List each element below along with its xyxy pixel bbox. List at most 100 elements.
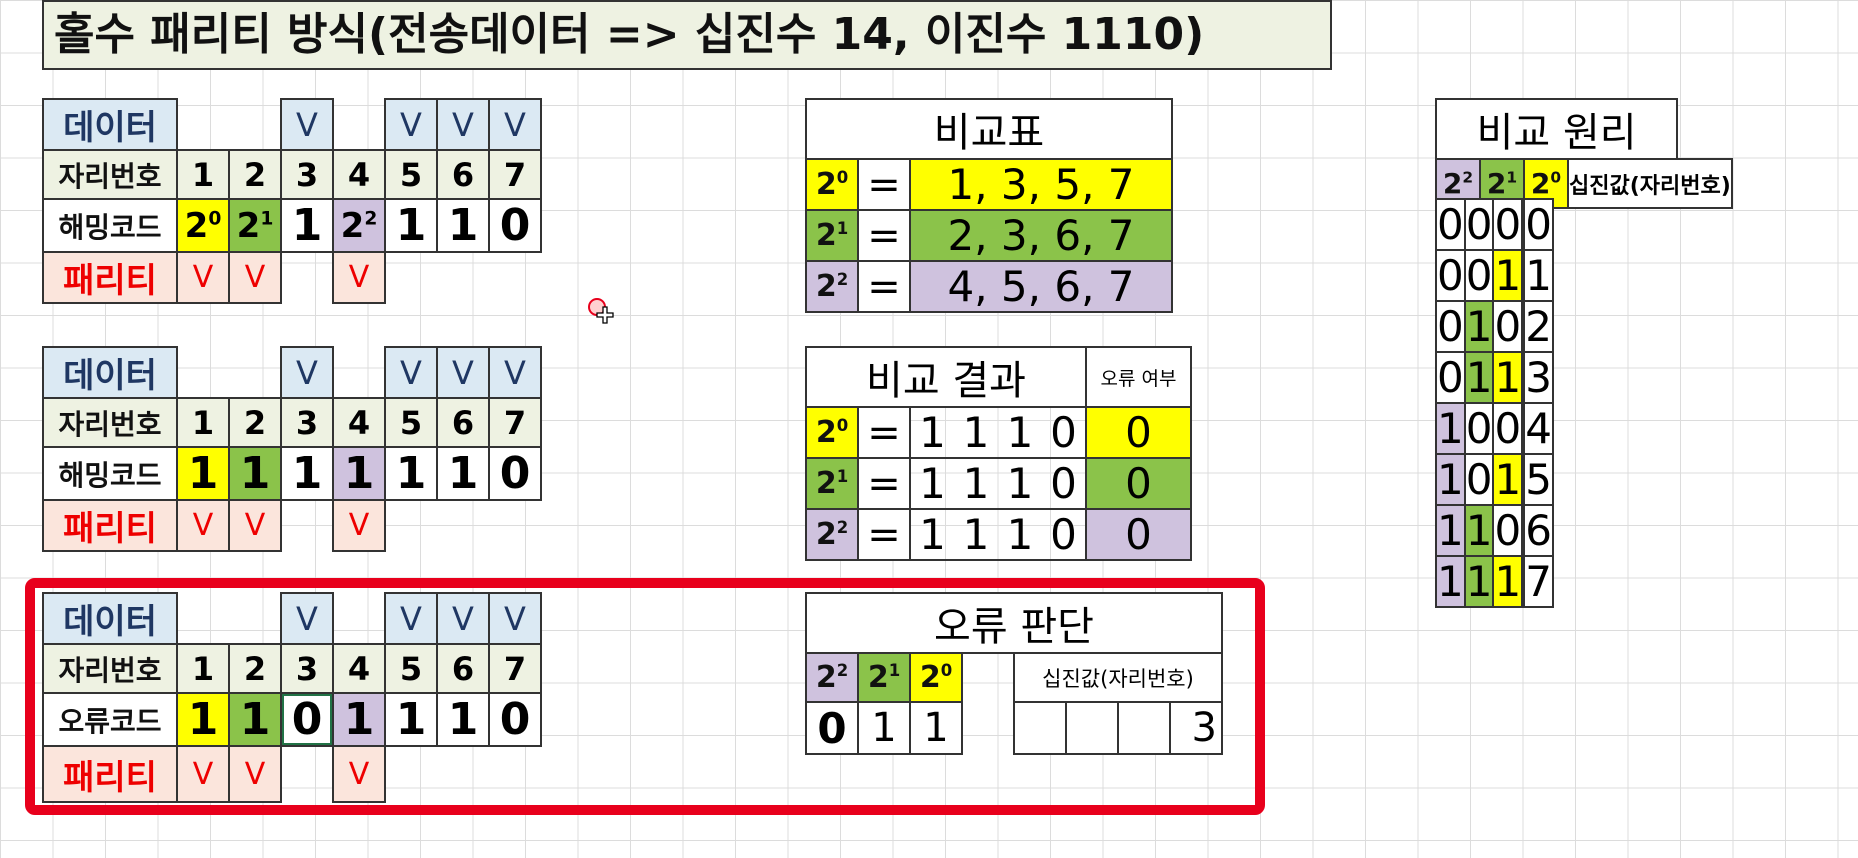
code-cell[interactable]: 1 xyxy=(228,446,282,501)
code-cell[interactable]: 1 xyxy=(176,446,230,501)
code-cell[interactable]: 1 xyxy=(436,446,490,501)
decimal-cell[interactable]: 6 xyxy=(1523,504,1554,557)
position-cell[interactable]: 4 xyxy=(332,643,386,694)
sheet-title[interactable]: 홀수 패리티 방식(전송데이터 => 십진수 14, 이진수 1110) xyxy=(42,0,1332,70)
power-cell[interactable]: 20 xyxy=(805,158,859,211)
error-status-header[interactable]: 오류 여부 xyxy=(1085,346,1192,408)
bit-cell[interactable]: 1 xyxy=(1463,351,1495,404)
error-status-cell[interactable]: 0 xyxy=(1085,508,1192,561)
position-cell[interactable]: 6 xyxy=(436,397,490,448)
data-mark[interactable]: V xyxy=(280,592,334,645)
code-cell[interactable]: 1 xyxy=(436,198,490,253)
position-cell[interactable]: 2 xyxy=(228,397,282,448)
data-mark[interactable]: V xyxy=(436,346,490,399)
bit-cell[interactable]: 1 xyxy=(909,701,963,755)
position-cell[interactable]: 1 xyxy=(176,149,230,200)
position-cell[interactable]: 5 xyxy=(384,643,438,694)
code-cell[interactable]: 1 xyxy=(384,446,438,501)
decimal-cell[interactable]: 1 xyxy=(1523,249,1554,302)
parity-label[interactable]: 패리티 xyxy=(42,745,178,803)
result-bit[interactable]: 1 xyxy=(954,457,998,510)
bit-cell[interactable]: 0 xyxy=(1492,504,1524,557)
error-status-cell[interactable]: 0 xyxy=(1085,406,1192,459)
position-cell[interactable]: 7 xyxy=(488,397,542,448)
bit-cell[interactable]: 1 xyxy=(1435,453,1466,506)
result-bit[interactable]: 0 xyxy=(1042,457,1087,510)
code-cell[interactable]: 1 xyxy=(228,692,282,747)
code-cell[interactable]: 0 xyxy=(488,692,542,747)
decimal-position-header[interactable]: 십진값(자리번호) xyxy=(1567,158,1733,209)
code-cell[interactable]: 1 xyxy=(332,446,386,501)
result-bit[interactable]: 1 xyxy=(909,457,954,510)
result-bit[interactable]: 1 xyxy=(909,406,954,459)
result-bit[interactable]: 1 xyxy=(954,406,998,459)
power-cell[interactable]: 21 xyxy=(805,209,859,262)
bit-cell[interactable]: 1 xyxy=(1492,249,1524,302)
bit-cell[interactable]: 1 xyxy=(1492,555,1524,608)
error-judgement-title[interactable]: 오류 판단 xyxy=(805,592,1223,654)
decimal-cell[interactable]: 2 xyxy=(1523,300,1554,353)
parity-mark[interactable]: V xyxy=(228,745,282,803)
selected-code-cell[interactable]: 0 xyxy=(280,692,334,747)
bit-cell[interactable]: 1 xyxy=(1435,402,1466,455)
bit-cell[interactable]: 0 xyxy=(1435,351,1466,404)
data-mark[interactable]: V xyxy=(280,346,334,399)
code-cell[interactable]: 1 xyxy=(176,692,230,747)
power-header[interactable]: 22 xyxy=(805,652,859,703)
data-label[interactable]: 데이터 xyxy=(42,98,178,151)
bit-cell[interactable]: 0 xyxy=(1492,402,1524,455)
parity-cell-p2[interactable]: 21 xyxy=(228,198,282,253)
bit-cell[interactable]: 1 xyxy=(1492,351,1524,404)
power-cell[interactable]: 22 xyxy=(805,260,859,313)
positions-list[interactable]: 2, 3, 6, 7 xyxy=(909,209,1173,262)
code-cell[interactable]: 0 xyxy=(488,446,542,501)
bit-cell[interactable]: 1 xyxy=(1435,504,1466,557)
positions-list[interactable]: 1, 3, 5, 7 xyxy=(909,158,1173,211)
position-cell[interactable]: 7 xyxy=(488,149,542,200)
result-bit[interactable]: 1 xyxy=(998,406,1042,459)
bit-cell[interactable]: 1 xyxy=(1463,555,1495,608)
bit-cell[interactable]: 1 xyxy=(857,701,911,755)
parity-mark[interactable]: V xyxy=(176,251,230,304)
result-bit[interactable]: 0 xyxy=(1042,406,1087,459)
code-cell[interactable]: 1 xyxy=(436,692,490,747)
positions-list[interactable]: 4, 5, 6, 7 xyxy=(909,260,1173,313)
parity-cell-p4[interactable]: 22 xyxy=(332,198,386,253)
power-cell[interactable]: 20 xyxy=(805,406,859,459)
equals-sign[interactable]: = xyxy=(857,406,911,459)
result-bit[interactable]: 0 xyxy=(1042,508,1087,561)
error-status-cell[interactable]: 0 xyxy=(1085,457,1192,510)
position-cell[interactable]: 1 xyxy=(176,643,230,694)
position-cell[interactable]: 5 xyxy=(384,397,438,448)
data-mark[interactable]: V xyxy=(384,592,438,645)
data-mark[interactable]: V xyxy=(384,346,438,399)
position-cell[interactable]: 6 xyxy=(436,149,490,200)
bit-cell[interactable]: 1 xyxy=(1435,555,1466,608)
bit-cell[interactable]: 0 xyxy=(1492,198,1524,251)
decimal-position-header[interactable]: 십진값(자리번호) xyxy=(1013,652,1223,703)
data-label[interactable]: 데이터 xyxy=(42,592,178,645)
result-bit[interactable]: 1 xyxy=(998,457,1042,510)
decimal-cell[interactable]: 7 xyxy=(1523,555,1554,608)
position-cell[interactable]: 3 xyxy=(280,149,334,200)
bit-cell[interactable]: 0 xyxy=(1463,453,1495,506)
position-cell[interactable]: 3 xyxy=(280,397,334,448)
position-cell[interactable]: 6 xyxy=(436,643,490,694)
code-cell[interactable]: 1 xyxy=(384,198,438,253)
parity-cell-p1[interactable]: 20 xyxy=(176,198,230,253)
result-bit[interactable]: 1 xyxy=(909,508,954,561)
result-bit[interactable]: 1 xyxy=(954,508,998,561)
decimal-cell[interactable]: 5 xyxy=(1523,453,1554,506)
hamming-label[interactable]: 해밍코드 xyxy=(42,446,178,501)
data-mark[interactable]: V xyxy=(280,98,334,151)
parity-label[interactable]: 패리티 xyxy=(42,251,178,304)
power-header[interactable]: 20 xyxy=(909,652,963,703)
bit-cell[interactable]: 0 xyxy=(1435,198,1466,251)
position-cell[interactable]: 2 xyxy=(228,149,282,200)
code-cell[interactable]: 1 xyxy=(280,198,334,253)
parity-mark[interactable]: V xyxy=(332,251,386,304)
parity-mark[interactable]: V xyxy=(228,251,282,304)
power-header[interactable]: 21 xyxy=(857,652,911,703)
compare-table-title[interactable]: 비교표 xyxy=(805,98,1173,160)
position-cell[interactable]: 7 xyxy=(488,643,542,694)
